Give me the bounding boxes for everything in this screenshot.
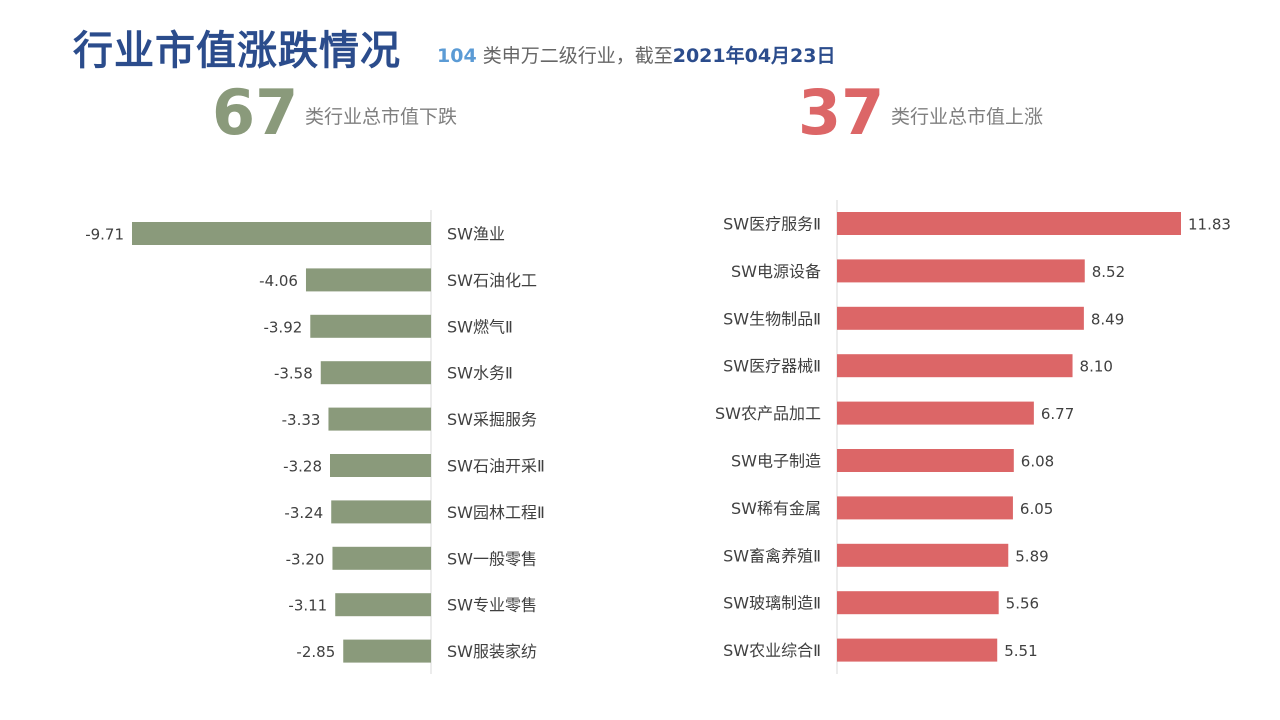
decline-bar	[331, 500, 431, 524]
page-title: 行业市值涨跌情况	[73, 28, 401, 74]
decline-category-label: SW石油开采Ⅱ	[447, 457, 545, 476]
decline-bar	[329, 454, 431, 477]
decline-category-label: SW石油化工	[447, 271, 537, 290]
rise-bar	[837, 591, 999, 615]
decline-value-label: -9.71	[85, 226, 124, 244]
rise-value-label: 5.51	[1004, 642, 1037, 660]
decline-category-label: SW专业零售	[447, 596, 537, 615]
decline-value-label: -3.28	[283, 458, 322, 476]
rise-category-label: SW玻璃制造Ⅱ	[723, 594, 821, 613]
rise-bar	[837, 354, 1073, 378]
rise-category-label: SW生物制品Ⅱ	[723, 309, 821, 328]
page-subtitle: 104 类申万二级行业，截至2021年04月23日	[437, 41, 835, 68]
decline-category-label: SW服装家纺	[447, 642, 537, 661]
decline-bar	[343, 639, 431, 663]
rise-value-label: 5.56	[1006, 595, 1039, 613]
rise-category-label: SW农产品加工	[715, 404, 821, 423]
decline-category-label: SW渔业	[447, 225, 505, 244]
decline-bar-chart: -9.71 SW渔业 -4.06 SW石油化工 -3.92 SW燃气Ⅱ -3.58 SW水务Ⅱ…	[85, 210, 545, 674]
decline-category-label: SW园林工程Ⅱ	[447, 503, 545, 522]
rise-value-label: 8.49	[1091, 310, 1124, 328]
up-caption: 类行业总市值上涨	[891, 106, 1044, 128]
rise-category-label: SW稀有金属	[731, 499, 821, 518]
rise-value-label: 6.77	[1041, 405, 1074, 423]
down-count: 67	[212, 76, 299, 149]
decline-category-label: SW燃气Ⅱ	[447, 317, 513, 336]
rise-bar	[837, 496, 1013, 520]
decline-value-label: -3.20	[286, 550, 325, 568]
decline-value-label: -3.11	[288, 597, 327, 615]
decline-bar	[132, 222, 431, 245]
rise-category-label: SW电源设备	[731, 262, 821, 281]
subtitle-text: 类申万二级行业，截至	[476, 45, 673, 67]
decline-value-label: -3.24	[284, 504, 323, 522]
decline-value-label: -3.33	[282, 411, 321, 429]
up-count: 37	[798, 76, 885, 149]
industry-count: 104	[437, 45, 477, 67]
as-of-date: 2021年04月23日	[672, 45, 836, 67]
rise-bar	[837, 543, 1009, 567]
decline-value-label: -3.92	[263, 318, 302, 336]
rise-bar	[837, 259, 1085, 283]
rise-value-label: 11.83	[1188, 216, 1231, 234]
rise-value-label: 8.52	[1092, 263, 1125, 281]
rise-bar	[837, 638, 998, 662]
decline-value-label: -2.85	[296, 643, 335, 661]
decline-bar	[332, 546, 431, 570]
decline-value-label: -3.58	[274, 365, 313, 383]
decline-value-label: -4.06	[259, 272, 298, 290]
decline-bar	[320, 361, 431, 385]
decline-category-label: SW采掘服务	[447, 410, 537, 429]
rise-bar	[837, 401, 1034, 425]
rise-category-label: SW畜禽养殖Ⅱ	[723, 546, 821, 565]
decline-bar	[335, 593, 431, 617]
rise-value-label: 6.08	[1021, 453, 1054, 471]
decline-bar	[305, 268, 431, 292]
decline-bar	[328, 407, 431, 431]
decline-category-label: SW一般零售	[447, 549, 537, 568]
rise-category-label: SW医疗服务Ⅱ	[723, 215, 821, 234]
rise-bar	[837, 212, 1181, 235]
rise-category-label: SW农业综合Ⅱ	[723, 641, 821, 660]
rise-category-label: SW医疗器械Ⅱ	[723, 357, 821, 376]
rise-category-label: SW电子制造	[731, 452, 821, 471]
decline-category-label: SW水务Ⅱ	[447, 364, 513, 383]
decline-bar	[310, 314, 431, 338]
rise-value-label: 8.10	[1080, 358, 1113, 376]
down-caption: 类行业总市值下跌	[305, 106, 458, 128]
rise-value-label: 5.89	[1015, 547, 1048, 565]
rise-bar	[837, 306, 1084, 330]
rise-value-label: 6.05	[1020, 500, 1053, 518]
rise-bar	[837, 449, 1014, 472]
